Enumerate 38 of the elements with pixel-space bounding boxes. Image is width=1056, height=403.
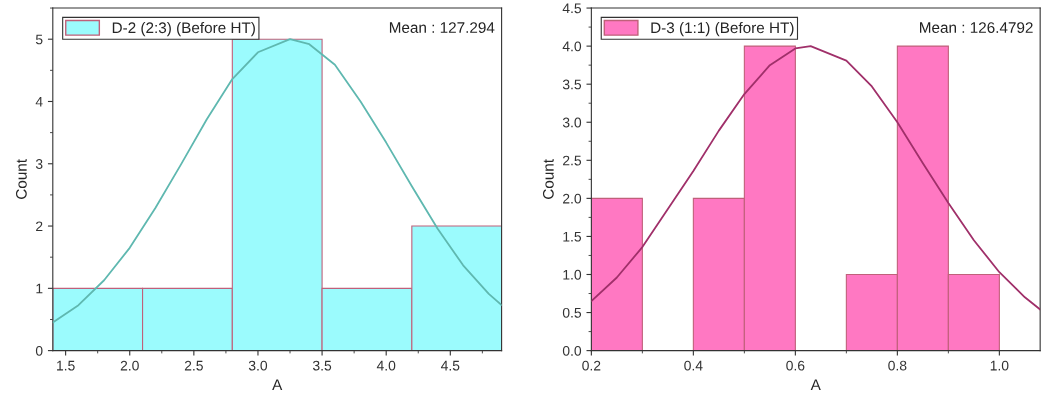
y-tick-label: 3 xyxy=(35,159,43,169)
y-tick-label: 4.0 xyxy=(562,41,582,52)
line-series xyxy=(52,38,502,324)
x-tick-label: 1.5 xyxy=(57,360,75,371)
x-tick-label: 2.5 xyxy=(184,360,203,371)
x-tick-label: 0.4 xyxy=(684,360,703,371)
y-tick-label: 1.5 xyxy=(563,231,582,242)
y-axis-title: Count xyxy=(542,159,554,199)
x-tick-label: 4.0 xyxy=(376,360,396,371)
line-series xyxy=(591,45,1041,311)
x-tick-label: 3.0 xyxy=(248,360,268,371)
x-axis-title: A xyxy=(272,379,283,390)
annotation: Mean : 126.4792 xyxy=(920,22,1033,33)
y-tick-label: 0.0 xyxy=(562,345,582,356)
x-tick-label: 0.2 xyxy=(582,360,601,371)
legend-label: D-3 (1:1) (Before HT) xyxy=(651,21,794,37)
x-tick-label: 2.0 xyxy=(120,360,139,371)
x-tick-label: 1.0 xyxy=(990,360,1009,371)
legend-label: D-2 (2:3) (Before HT) xyxy=(112,21,255,37)
x-tick-label: 4.5 xyxy=(440,360,460,371)
y-tick-label: 5 xyxy=(35,34,43,45)
annotation: Mean : 127.294 xyxy=(389,22,495,33)
y-tick-label: 2 xyxy=(36,221,43,232)
y-tick-label: 1.0 xyxy=(563,269,582,280)
x-tick-label: 0.6 xyxy=(786,360,805,371)
x-tick-label: 3.5 xyxy=(312,360,332,371)
y-tick-label: 0 xyxy=(35,345,43,356)
y-axis-title: Count xyxy=(15,159,27,199)
y-tick-label: 4 xyxy=(35,96,43,107)
y-tick-label: 2.5 xyxy=(563,155,582,166)
y-tick-label: 3.5 xyxy=(562,79,582,90)
y-tick-label: 3.0 xyxy=(562,117,582,128)
y-tick-label: 2.0 xyxy=(563,193,582,204)
x-axis-title: A xyxy=(810,379,821,390)
x-tick-label: 0.8 xyxy=(888,360,907,371)
y-tick-label: 0.5 xyxy=(562,307,582,318)
y-tick-label: 1 xyxy=(36,283,43,294)
y-tick-label: 4.5 xyxy=(562,3,582,14)
